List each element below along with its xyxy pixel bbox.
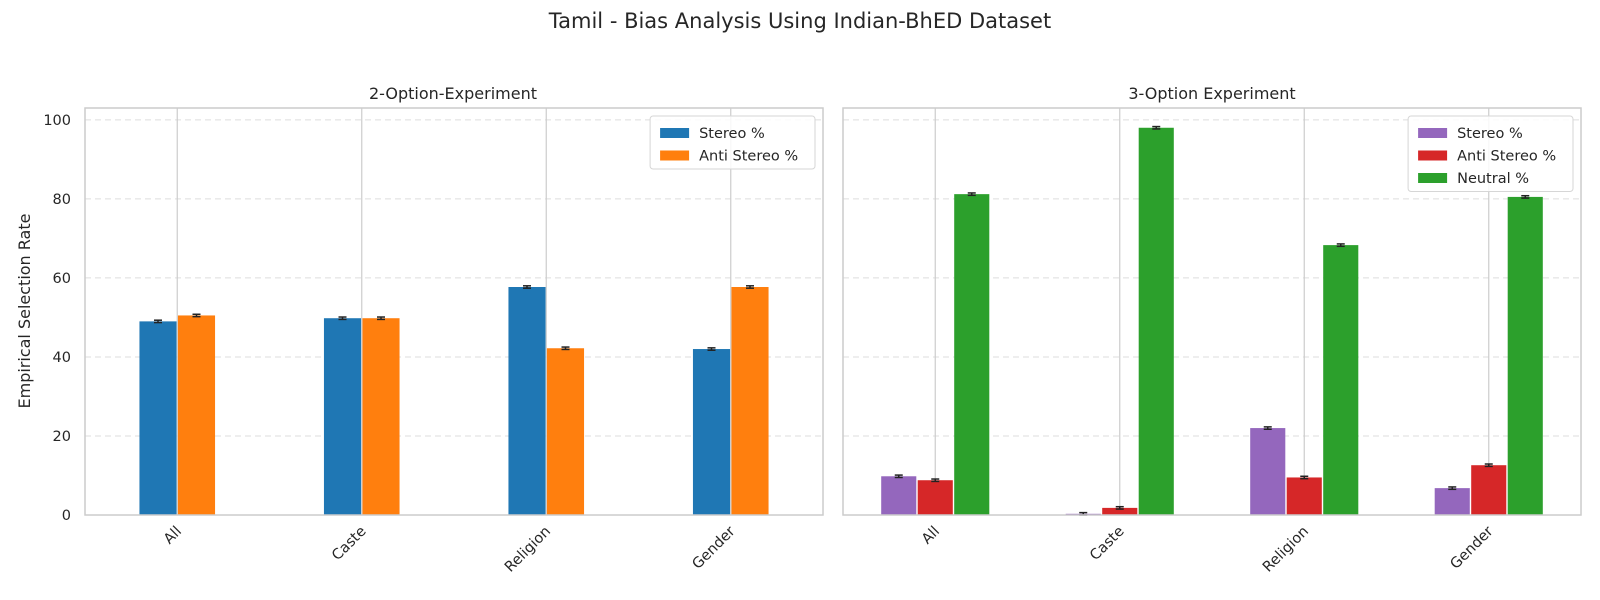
x-tick-label-all: All — [919, 524, 943, 548]
y-tick-label: 60 — [53, 271, 71, 287]
bars-3-option — [881, 125, 1543, 516]
panel-3-option: 3-Option Experiment All Caste Religion Gend… — [842, 84, 1582, 576]
bar-neutral-caste — [1138, 127, 1174, 516]
legend-swatch-neutral — [1418, 173, 1448, 183]
bar-stereo-religion — [508, 287, 546, 515]
bar-stereo-all — [139, 321, 177, 515]
bar-anti-stereo-caste — [362, 318, 400, 515]
bars-2-option — [139, 285, 769, 515]
y-tick-label: 80 — [53, 192, 71, 208]
x-tick-label-all: All — [161, 524, 185, 548]
y-tick-label: 20 — [53, 429, 71, 445]
bar-stereo-caste — [323, 318, 362, 515]
legend-swatch-anti-stereo — [660, 150, 690, 161]
x-ticks-2-option: All Caste Religion Gender — [161, 523, 739, 575]
y-ticks-2-option: 0 20 40 60 80 100 — [43, 113, 71, 524]
x-ticks-3-option: All Caste Religion Gender — [919, 523, 1497, 575]
bar-anti-stereo-all — [917, 480, 953, 515]
bar-stereo-gender — [692, 349, 731, 515]
legend-swatch-stereo — [660, 128, 690, 138]
bar-anti-stereo-gender — [1471, 465, 1507, 515]
legend-swatch-anti-stereo — [1418, 150, 1448, 161]
category-lines-2-option — [176, 108, 732, 515]
legend-label-stereo: Stereo % — [1457, 126, 1523, 142]
y-axis-label: Empirical Selection Rate — [15, 214, 34, 409]
panel-title-3-option: 3-Option Experiment — [1128, 84, 1295, 103]
legend-swatch-stereo — [1418, 128, 1448, 138]
panel-2-option: 2-Option-Experiment Empirical Selection … — [15, 84, 824, 576]
bar-neutral-all — [954, 194, 990, 515]
legend-label-anti-stereo: Anti Stereo % — [699, 149, 798, 165]
x-tick-label-caste: Caste — [1087, 523, 1127, 563]
bar-neutral-gender — [1507, 196, 1543, 515]
plot-frame-3-option — [842, 107, 1582, 516]
plot-frame-2-option — [84, 107, 824, 516]
figure-title: Tamil - Bias Analysis Using Indian-BhED … — [548, 9, 1051, 33]
bar-stereo-all — [881, 476, 917, 515]
legend-label-stereo: Stereo % — [699, 126, 765, 142]
bar-anti-stereo-caste — [1102, 507, 1138, 515]
panel-title-2-option: 2-Option-Experiment — [369, 84, 537, 103]
y-tick-label: 40 — [53, 350, 71, 366]
bar-stereo-religion — [1250, 428, 1286, 515]
x-tick-label-gender: Gender — [689, 523, 738, 572]
bar-anti-stereo-all — [177, 315, 216, 515]
x-tick-label-religion: Religion — [502, 524, 554, 576]
legend-box — [1407, 115, 1574, 192]
x-tick-label-religion: Religion — [1260, 524, 1312, 576]
bar-stereo-gender — [1434, 488, 1470, 515]
bar-anti-stereo-gender — [731, 287, 769, 515]
legend-label-anti-stereo: Anti Stereo % — [1457, 149, 1556, 165]
y-tick-label: 100 — [43, 113, 71, 129]
x-tick-label-caste: Caste — [329, 523, 369, 563]
x-tick-label-gender: Gender — [1447, 523, 1496, 572]
bar-anti-stereo-religion — [1286, 477, 1322, 515]
legend-box — [649, 115, 816, 170]
category-lines-3-option — [934, 108, 1490, 515]
legend-label-neutral: Neutral % — [1457, 171, 1529, 187]
legend-3-option: Stereo % Anti Stereo % Neutral % — [1407, 115, 1574, 192]
bar-neutral-religion — [1323, 245, 1359, 515]
bar-anti-stereo-religion — [546, 348, 585, 515]
legend-2-option: Stereo % Anti Stereo % — [649, 115, 816, 170]
y-tick-label: 0 — [62, 508, 71, 524]
